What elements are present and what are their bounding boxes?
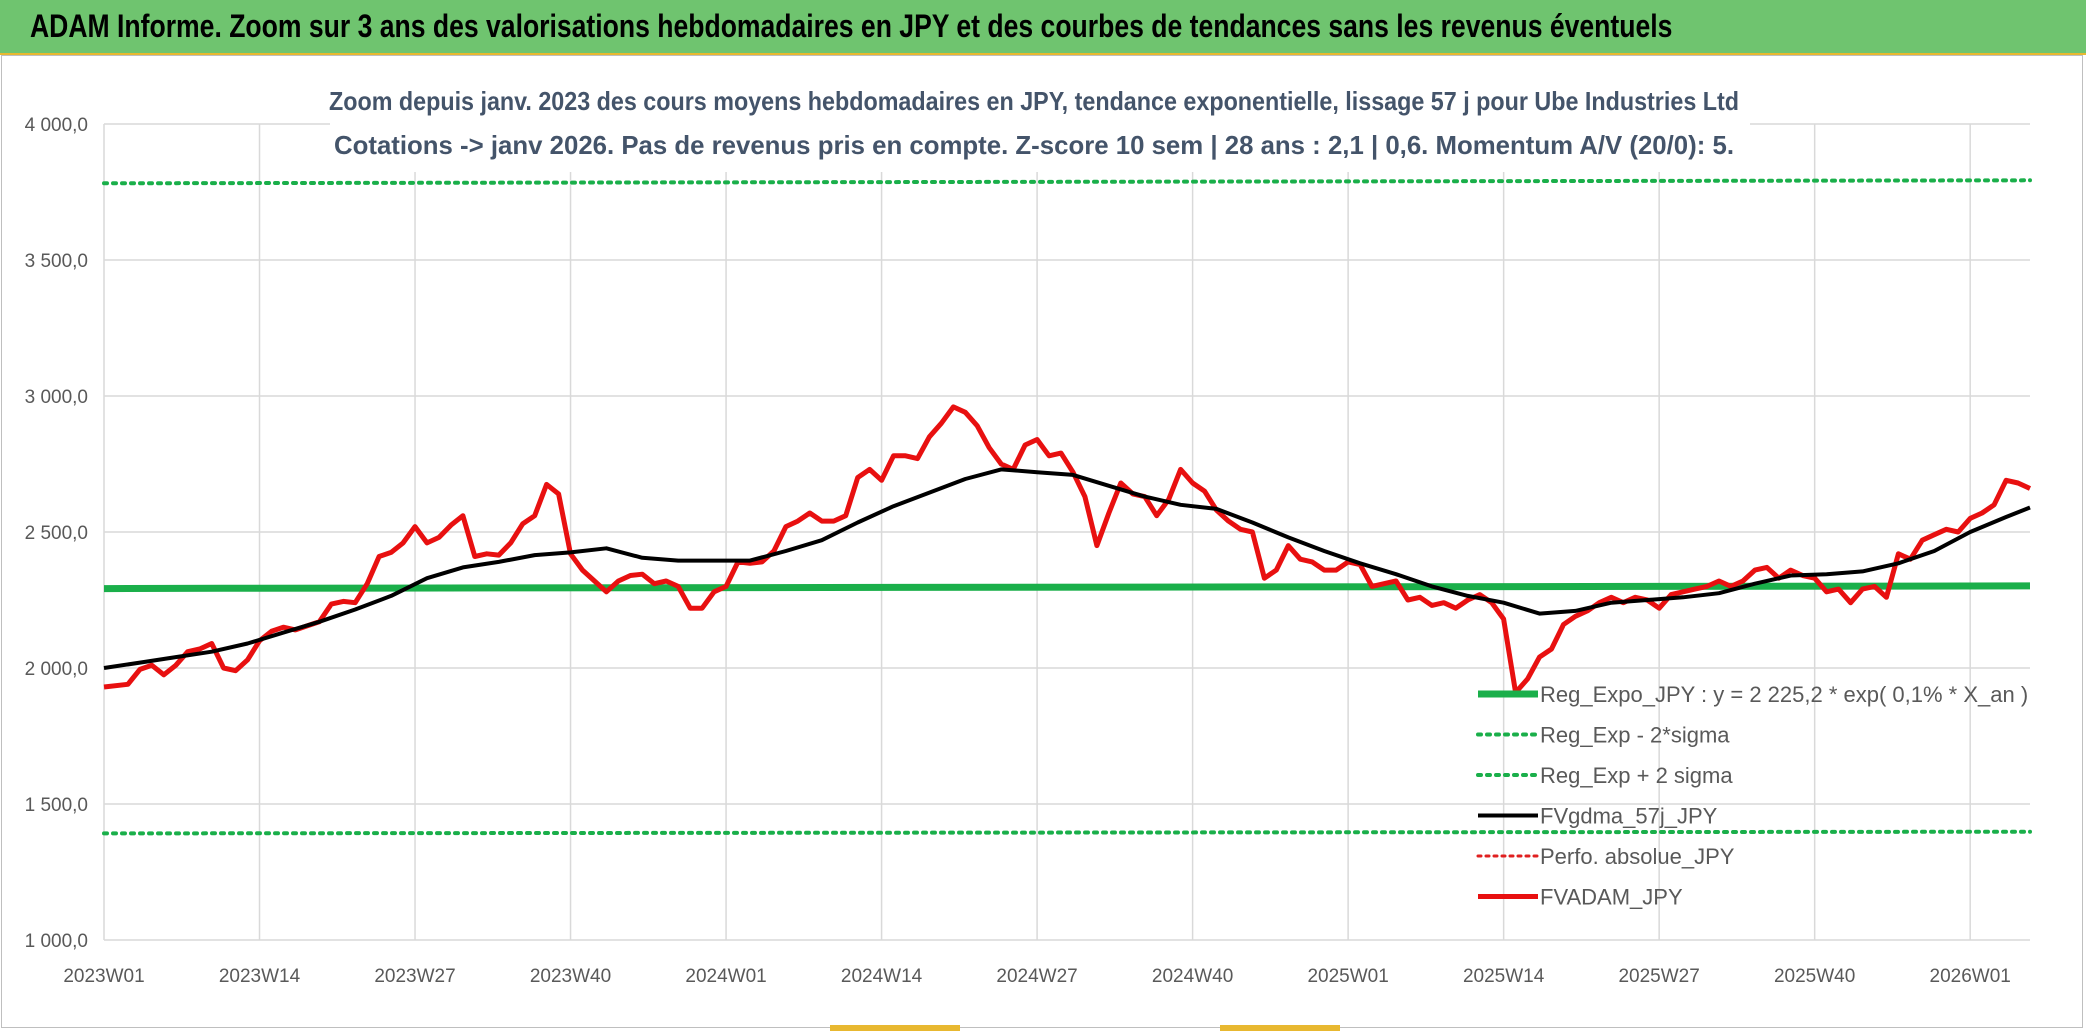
x-tick-label: 2024W14 [841,966,923,987]
x-tick-label: 2026W01 [1930,966,2011,987]
bottom-accent [830,1025,960,1031]
legend-label: FVADAM_JPY [1540,885,1683,910]
title-backdrop [330,80,1750,172]
series-group [102,178,2032,836]
legend-label: Reg_Exp - 2*sigma [1540,723,1730,748]
series-line-reg-plus [102,178,2032,186]
chart-title-line2: Cotations -> janv 2026. Pas de revenus p… [334,130,1734,160]
x-tick-label: 2024W40 [1152,966,1233,987]
bottom-accent [1220,1025,1340,1031]
grid [103,123,2030,941]
y-tick-label: 2 500,0 [25,523,88,544]
x-tick-label: 2025W01 [1307,966,1388,987]
y-tick-label: 4 000,0 [25,115,88,136]
x-tick-label: 2025W40 [1774,966,1855,987]
y-axis: 1 000,0 1 500,0 2 000,0 2 500,0 3 000,0 3 500… [25,115,88,952]
chart-title-line1: Zoom depuis janv. 2023 des cours moyens … [329,86,1739,116]
report-title: ADAM Informe. Zoom sur 3 ans des valoris… [30,8,1673,44]
x-tick-label: 2024W27 [996,966,1077,987]
legend-label: FVgdma_57j_JPY [1540,804,1718,829]
report-banner: ADAM Informe. Zoom sur 3 ans des valoris… [0,0,2086,55]
series-line-fvadam [103,404,2032,695]
legend: Reg_Expo_JPY : y = 2 225,2 * exp( 0,1% *… [1476,682,2028,910]
x-tick-label: 2025W27 [1618,966,1699,987]
series-line-fvgdma [103,467,2031,670]
y-tick-label: 3 500,0 [25,251,88,272]
chart-frame [1,55,2083,1028]
y-tick-label: 2 000,0 [25,659,88,680]
legend-label: Reg_Exp + 2 sigma [1540,763,1733,788]
series-line-reg-minus [102,829,2032,836]
x-axis: 2023W01 2023W14 2023W27 2023W40 2024W01 2024W… [63,966,2011,987]
x-tick-label: 2025W14 [1463,966,1545,987]
y-tick-label: 1 000,0 [25,931,88,952]
x-tick-label: 2023W14 [219,966,301,987]
x-tick-label: 2024W01 [685,966,766,987]
x-tick-label: 2023W01 [63,966,144,987]
legend-label: Reg_Expo_JPY : y = 2 225,2 * exp( 0,1% *… [1540,682,2028,707]
y-tick-label: 3 000,0 [25,387,88,408]
x-tick-label: 2023W40 [530,966,611,987]
x-tick-label: 2023W27 [374,966,455,987]
legend-label: Perfo. absolue_JPY [1540,844,1735,869]
y-tick-label: 1 500,0 [25,795,88,816]
